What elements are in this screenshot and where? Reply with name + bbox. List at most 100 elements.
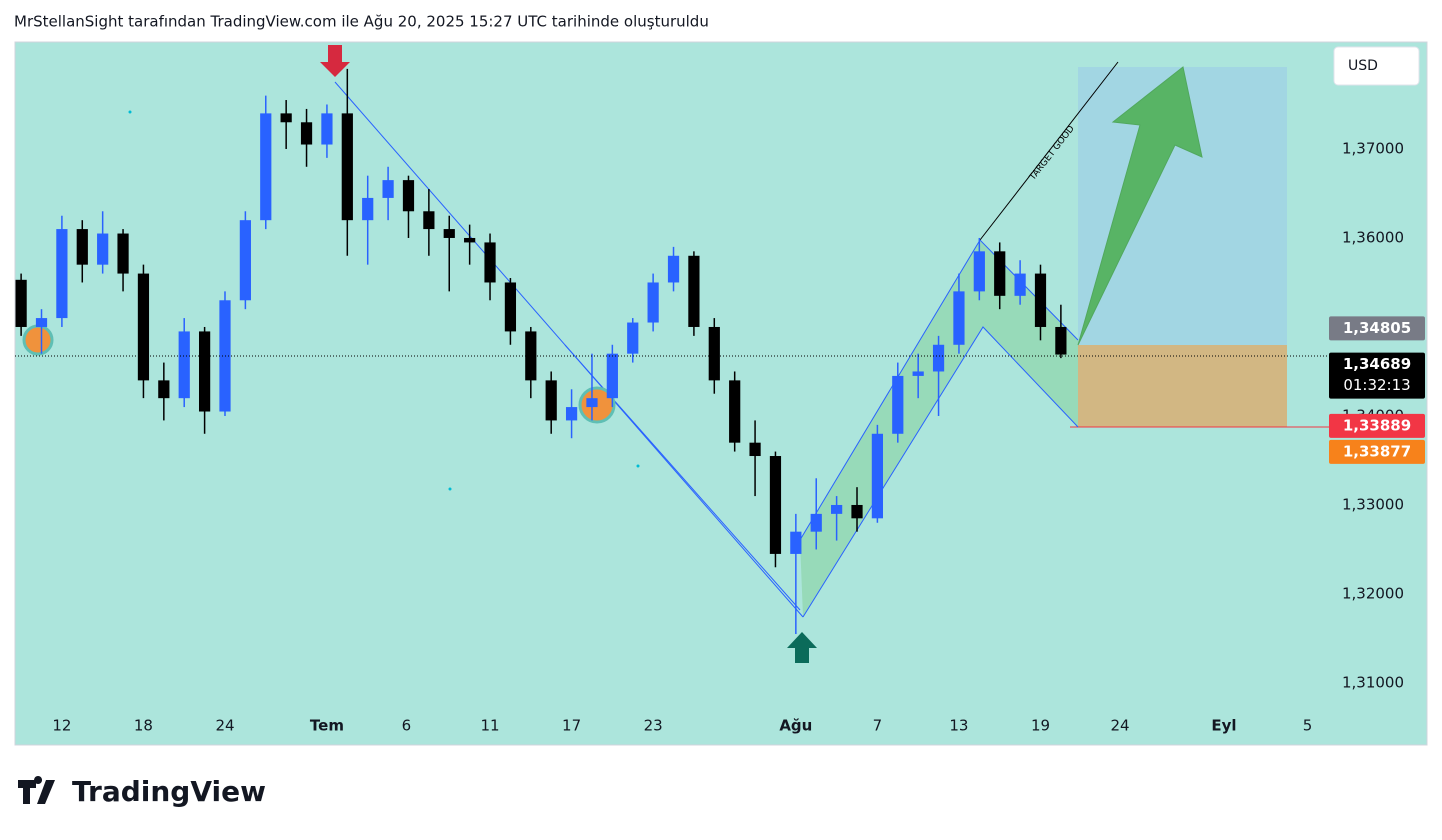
candle-body (606, 353, 618, 399)
y-tick-label: 1,32000 (1342, 584, 1404, 602)
x-tick-label: 17 (562, 717, 581, 735)
candle-body (973, 251, 985, 292)
x-tick-label: 7 (873, 717, 883, 735)
candle-body (708, 326, 720, 381)
price-tag (1329, 439, 1425, 464)
candle-body (871, 433, 884, 519)
candle-body (688, 255, 700, 327)
candle-body (1034, 273, 1047, 327)
price-tag-label: 1,34805 (1343, 319, 1411, 337)
candle-body (627, 322, 639, 354)
x-tick-label: Tem (310, 717, 344, 735)
candle-body (158, 380, 170, 399)
candle-body (362, 197, 374, 221)
candle-body (647, 282, 659, 323)
candle-body (15, 279, 27, 327)
candle-body (443, 229, 455, 238)
candle-body (382, 180, 394, 198)
candle-body (198, 331, 211, 412)
candle-body (321, 113, 333, 145)
candle-body (1014, 273, 1026, 296)
candle-body (586, 398, 598, 408)
candle-body (892, 375, 904, 434)
currency: USD (1348, 58, 1378, 74)
dot (636, 464, 640, 468)
x-tick-label: 19 (1031, 717, 1050, 735)
target-arrow (1077, 66, 1203, 346)
marker-circle (22, 324, 54, 356)
price-tag-label: 1,33877 (1343, 442, 1411, 460)
candle-body (932, 344, 945, 372)
candle-body (504, 282, 517, 332)
candle-body (300, 122, 313, 145)
candle-body (219, 300, 231, 412)
axes: 12 18 24 Tem 6 11 17 23 Ağu 7 13 19 24 Eyl 5 1,31000 1,3… (52, 139, 1425, 735)
candle-body (260, 113, 272, 221)
header-title: MrStellanSight tarafından TradingView.co… (14, 13, 709, 31)
candle-body (239, 220, 251, 301)
price-tag-label: 1,33889 (1343, 416, 1411, 434)
candle-body (402, 180, 415, 212)
candle-body (953, 291, 965, 345)
y-tick-label: 1,33000 (1342, 495, 1404, 513)
candle-body (178, 331, 190, 399)
candle-body (525, 331, 537, 381)
price-tag (1329, 352, 1425, 399)
x-tick-label: 13 (949, 717, 968, 735)
candle-body (667, 255, 680, 283)
candle-body (810, 513, 822, 532)
candle-body (484, 242, 496, 283)
channel-lower (802, 326, 1079, 618)
y-tick-label: 1,37000 (1342, 139, 1404, 157)
candle-body (831, 504, 843, 514)
logo: TradingView (18, 775, 266, 808)
candle-body (464, 237, 476, 243)
candle-body (769, 456, 782, 554)
target-line (979, 61, 1119, 241)
candle-body (565, 407, 578, 421)
price-tag-label: 1,34689 (1343, 355, 1411, 373)
candle-body (137, 273, 150, 381)
candle-body (1055, 326, 1067, 355)
candle-body (56, 229, 68, 319)
dot (448, 487, 452, 491)
candle-body (749, 442, 761, 457)
x-tick-label: 24 (1110, 717, 1129, 735)
x-tick-label: 18 (134, 717, 153, 735)
candle-body (280, 113, 292, 123)
x-tick-label: 24 (215, 717, 234, 735)
price-tag (1329, 316, 1425, 341)
candle-body (97, 233, 109, 265)
candle-body (851, 504, 863, 519)
x-tick-label: Ağu (779, 717, 812, 735)
up-arrow (787, 632, 817, 663)
candle-body (790, 531, 802, 554)
dot (128, 110, 132, 114)
candle-body (912, 371, 924, 376)
stop-zone (1078, 345, 1287, 427)
y-tick-label: 1,36000 (1342, 228, 1404, 246)
channel-fill (800, 240, 1078, 617)
candle-body (76, 229, 88, 265)
logo-icon (18, 776, 55, 804)
x-tick-label: 6 (402, 717, 412, 735)
countdown: 01:32:13 (1343, 376, 1410, 394)
down-arrow (320, 45, 350, 77)
candle-body (545, 380, 557, 421)
candle-body (35, 318, 48, 327)
candle-body (423, 211, 435, 230)
currency-button[interactable] (1333, 46, 1420, 86)
candle-body (729, 380, 741, 443)
candle-body (994, 251, 1006, 296)
x-tick-label: 5 (1303, 717, 1313, 735)
x-tick-label: 23 (644, 717, 663, 735)
x-tick-label: Eyl (1211, 717, 1236, 735)
x-tick-label: 12 (52, 717, 71, 735)
price-tag (1329, 413, 1425, 438)
logo-text: TradingView (72, 775, 266, 808)
candle-body (341, 113, 353, 221)
candle-body (117, 233, 129, 274)
candles (15, 68, 1067, 635)
x-tick-label: 11 (480, 717, 499, 735)
